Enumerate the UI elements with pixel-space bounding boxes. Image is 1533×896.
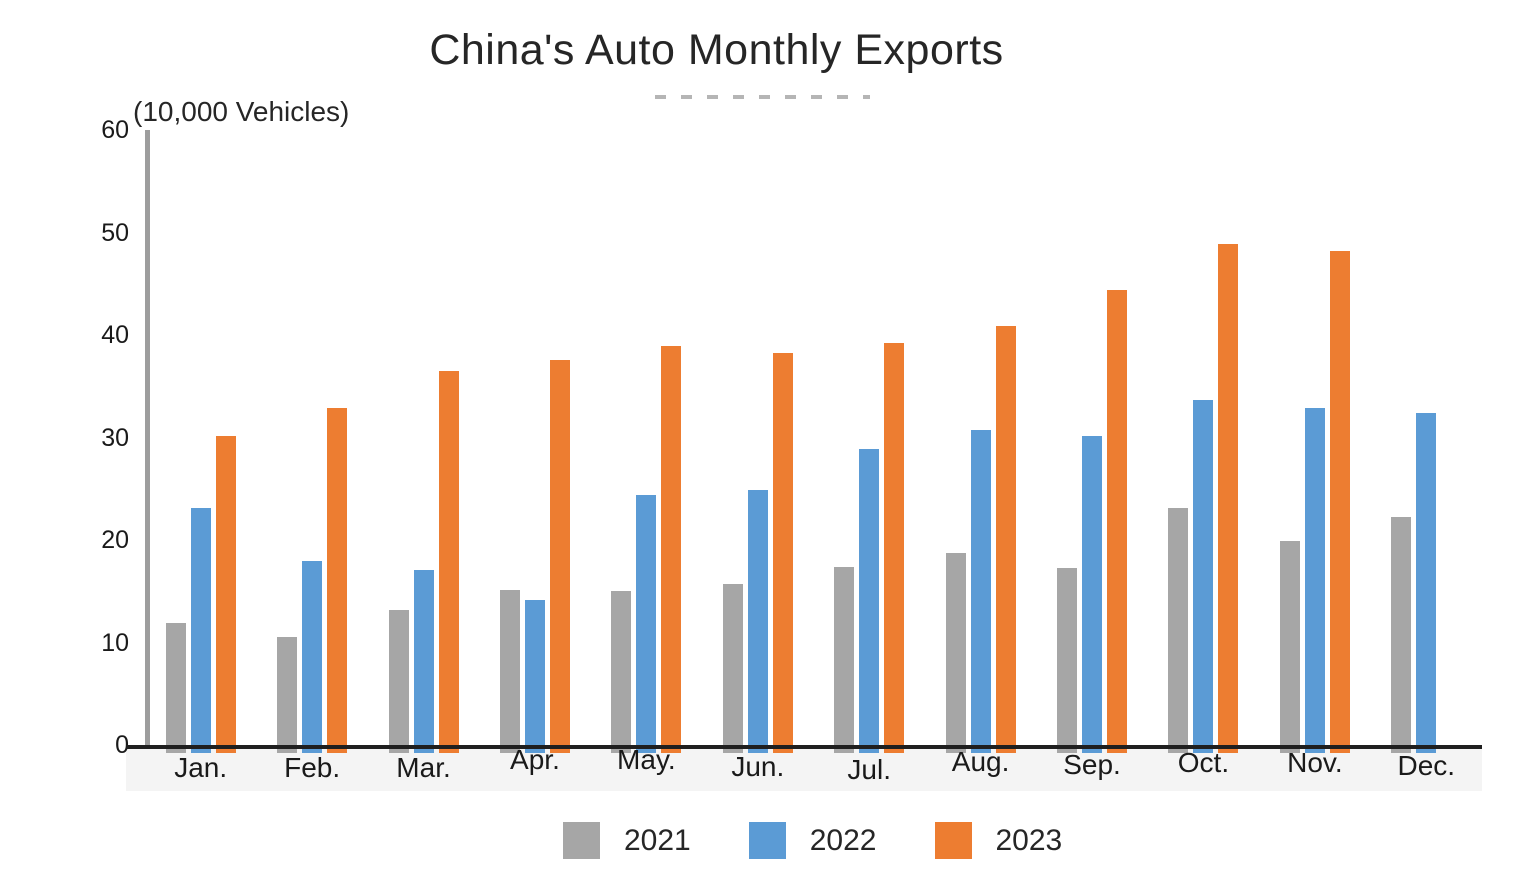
bar-2022-oct	[1193, 399, 1214, 753]
legend-label-2023: 2023	[995, 823, 1063, 857]
legend-item-2023: 2023	[934, 822, 1063, 859]
legend-label-2021: 2021	[624, 823, 691, 857]
plot-area: 0 10 20 30 40 50 60 Jan. Feb. Mar. Apr. May. Jun. Jul…	[101, 116, 1482, 785]
legend-swatch-2022	[748, 822, 786, 859]
bar-2021-sep	[1057, 567, 1078, 753]
bar-2023-oct	[1218, 243, 1239, 753]
chart-legend: 2021 2022 2023	[563, 822, 1062, 859]
bar-2022-mar	[413, 569, 434, 753]
x-axis-line	[126, 745, 1482, 749]
bar-2023-mar	[438, 370, 459, 753]
y-axis-tick-label-60: 60	[101, 116, 129, 144]
bar-2021-jul	[834, 566, 855, 753]
x-axis-label-band	[126, 749, 1482, 791]
bar-2022-may	[636, 494, 657, 753]
x-axis-label-jan: Jan.	[174, 752, 228, 783]
chart-title: China's Auto Monthly Exports	[429, 26, 1004, 74]
bar-2023-jul	[884, 343, 905, 753]
bar-2023-nov	[1329, 250, 1350, 753]
bar-2022-apr	[524, 600, 545, 753]
legend-label-2022: 2022	[809, 823, 877, 857]
y-axis-tick-label-20: 20	[101, 526, 129, 554]
bar-2022-jun	[747, 489, 768, 753]
bar-2022-nov	[1304, 407, 1325, 753]
y-axis-tick-label-10: 10	[101, 628, 129, 657]
x-axis-label-jun: Jun.	[731, 751, 785, 782]
bar-2021-nov	[1279, 541, 1300, 753]
legend-swatch-2023	[934, 822, 972, 859]
bar-2022-dec	[1416, 412, 1437, 753]
bar-2023-feb	[327, 407, 348, 753]
bar-2021-jun	[722, 584, 743, 753]
bar-2022-feb	[302, 560, 323, 753]
y-axis-tick-label-40: 40	[101, 321, 129, 349]
x-axis-label-may: May.	[617, 744, 676, 775]
legend-item-2022: 2022	[748, 822, 877, 859]
x-axis-label-oct: Oct.	[1177, 747, 1230, 778]
x-axis-label-aug: Aug.	[951, 746, 1010, 777]
x-axis-label-apr: Apr.	[510, 744, 560, 775]
bar-2023-jun	[772, 353, 793, 753]
bar-2021-mar	[388, 609, 409, 753]
bar-2021-dec	[1391, 517, 1412, 753]
y-axis-tick-label-30: 30	[101, 423, 129, 452]
y-axis-tick-label-50: 50	[101, 218, 129, 247]
bar-2021-jan	[165, 623, 186, 753]
y-axis-line	[145, 130, 150, 747]
x-axis-label-mar: Mar.	[396, 752, 451, 783]
x-axis-label-sep: Sep.	[1063, 749, 1121, 780]
bar-2021-oct	[1168, 508, 1189, 753]
bar-2022-sep	[1082, 436, 1103, 753]
bar-2021-may	[611, 591, 632, 753]
bar-2023-aug	[995, 325, 1016, 753]
x-axis-label-nov: Nov.	[1287, 747, 1343, 778]
bar-2021-feb	[277, 637, 298, 753]
y-axis-tick-label-0: 0	[115, 731, 129, 759]
x-axis-label-feb: Feb.	[284, 752, 341, 783]
bar-2023-sep	[1107, 289, 1128, 753]
bar-2022-jan	[190, 508, 211, 753]
y-axis-unit-label: (10,000 Vehicles)	[133, 96, 350, 127]
x-axis-label-jul: Jul.	[847, 754, 891, 785]
bar-2023-jan	[215, 436, 236, 753]
bar-2023-apr	[549, 359, 570, 753]
bar-2021-aug	[945, 553, 966, 753]
clipped-subtitle-remnant	[655, 95, 870, 99]
x-axis-label-dec: Dec.	[1397, 750, 1456, 781]
bar-2022-jul	[859, 448, 880, 753]
bar-2022-aug	[970, 430, 991, 753]
bar-2023-may	[661, 346, 682, 753]
bar-2021-apr	[499, 590, 520, 753]
legend-item-2021: 2021	[563, 822, 691, 859]
legend-swatch-2021	[563, 822, 600, 859]
